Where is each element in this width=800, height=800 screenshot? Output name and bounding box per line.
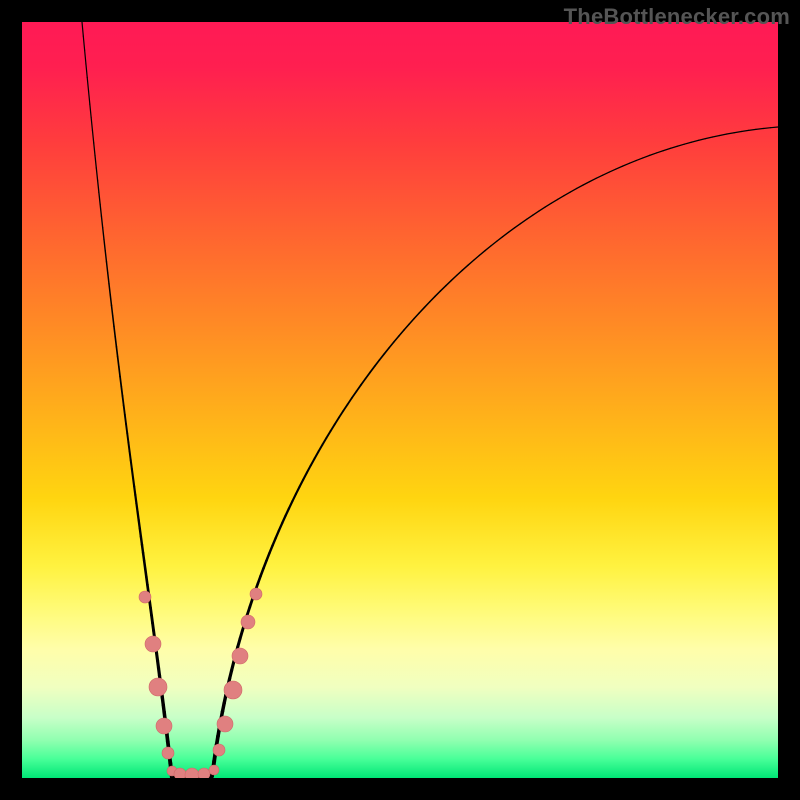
chart-svg [22,22,778,778]
watermark-text: TheBottlenecker.com [564,4,790,30]
plot-area [22,22,778,778]
figure-root: TheBottlenecker.com [0,0,800,800]
